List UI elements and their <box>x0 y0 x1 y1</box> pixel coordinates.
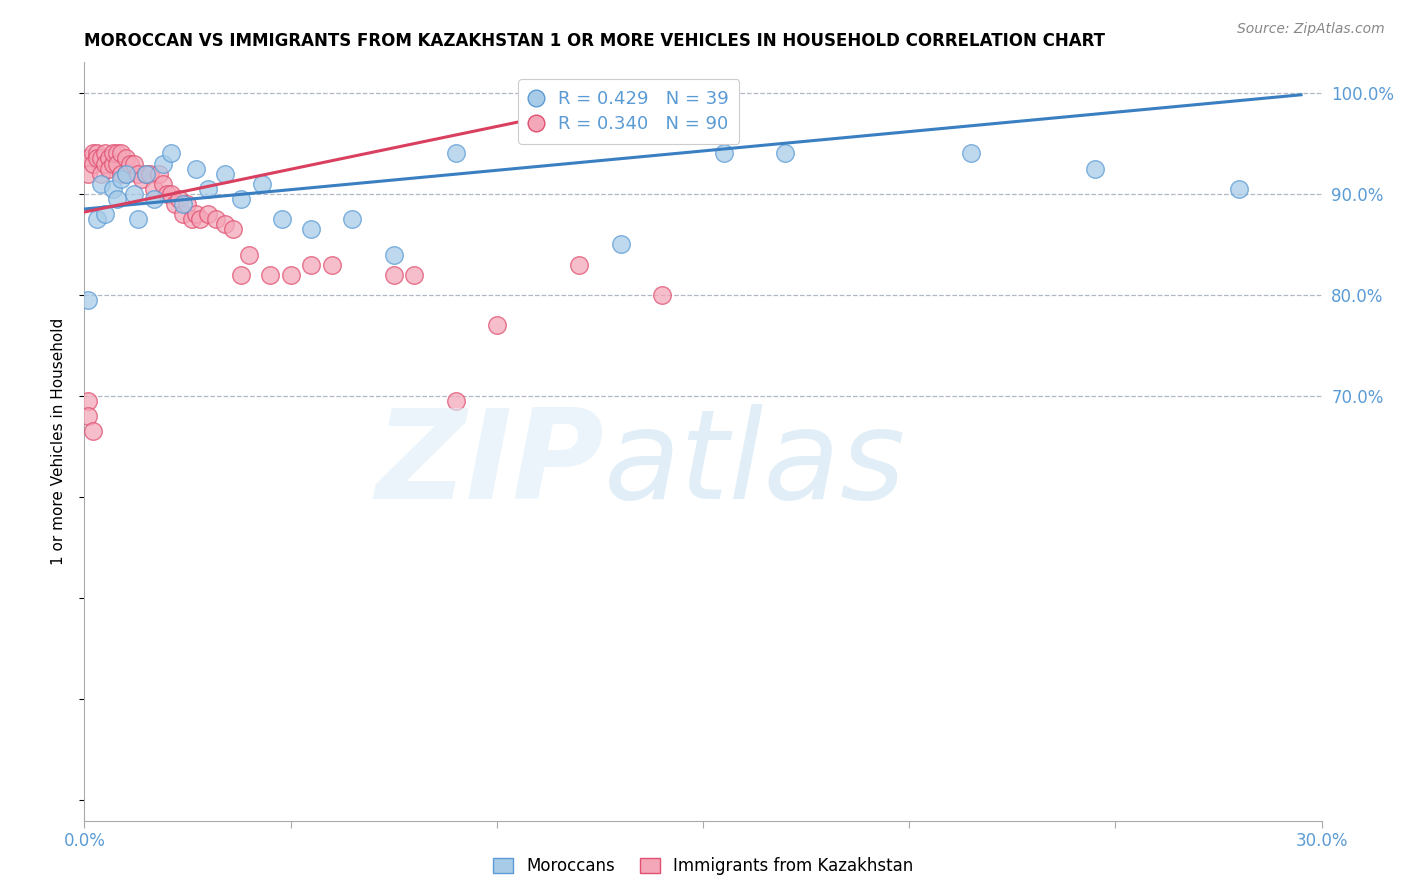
Point <box>214 167 236 181</box>
Point <box>103 156 125 170</box>
Point <box>131 171 153 186</box>
Point <box>90 152 112 166</box>
Point <box>135 167 157 181</box>
Point <box>94 156 117 170</box>
Text: ZIP: ZIP <box>375 404 605 524</box>
Point <box>139 167 162 181</box>
Point <box>77 394 100 409</box>
Point <box>160 186 183 201</box>
Point <box>90 167 112 181</box>
Point <box>105 146 128 161</box>
Point <box>229 268 252 282</box>
Point <box>960 146 983 161</box>
Point <box>94 146 117 161</box>
Point <box>77 167 100 181</box>
Point <box>485 318 508 333</box>
Point <box>214 217 236 231</box>
Point <box>103 146 125 161</box>
Point <box>114 167 136 181</box>
Point <box>135 167 157 181</box>
Text: Source: ZipAtlas.com: Source: ZipAtlas.com <box>1237 22 1385 37</box>
Y-axis label: 1 or more Vehicles in Household: 1 or more Vehicles in Household <box>51 318 66 566</box>
Point <box>122 186 145 201</box>
Point <box>382 268 405 282</box>
Point <box>86 212 108 227</box>
Point <box>77 293 100 307</box>
Point <box>197 207 219 221</box>
Point <box>250 177 273 191</box>
Point <box>110 167 132 181</box>
Point <box>77 152 100 166</box>
Point <box>110 171 132 186</box>
Point <box>229 192 252 206</box>
Legend: R = 0.429   N = 39, R = 0.340   N = 90: R = 0.429 N = 39, R = 0.340 N = 90 <box>517 79 740 144</box>
Point <box>165 197 187 211</box>
Point <box>82 146 104 161</box>
Point <box>172 197 194 211</box>
Point <box>1084 161 1107 176</box>
Point <box>299 258 322 272</box>
Text: atlas: atlas <box>605 404 905 524</box>
Point <box>90 177 112 191</box>
Point <box>105 192 128 206</box>
Point <box>110 146 132 161</box>
Point <box>280 268 302 282</box>
Legend: Moroccans, Immigrants from Kazakhstan: Moroccans, Immigrants from Kazakhstan <box>484 849 922 884</box>
Point <box>713 146 735 161</box>
Point <box>609 237 631 252</box>
Text: MOROCCAN VS IMMIGRANTS FROM KAZAKHSTAN 1 OR MORE VEHICLES IN HOUSEHOLD CORRELATI: MOROCCAN VS IMMIGRANTS FROM KAZAKHSTAN 1… <box>84 32 1105 50</box>
Point <box>1227 182 1250 196</box>
Point <box>205 212 228 227</box>
Point <box>94 207 117 221</box>
Point <box>118 156 141 170</box>
Point <box>404 268 426 282</box>
Point <box>160 146 183 161</box>
Point <box>238 247 260 261</box>
Point <box>222 222 245 236</box>
Point <box>105 156 128 170</box>
Point <box>444 146 467 161</box>
Point <box>172 207 194 221</box>
Point <box>342 212 364 227</box>
Point <box>82 425 104 439</box>
Point <box>152 156 174 170</box>
Point <box>114 167 136 181</box>
Point <box>86 146 108 161</box>
Point <box>568 258 591 272</box>
Point <box>184 161 207 176</box>
Point <box>197 182 219 196</box>
Point <box>98 152 121 166</box>
Point <box>382 247 405 261</box>
Point <box>156 186 179 201</box>
Point <box>184 207 207 221</box>
Point <box>259 268 281 282</box>
Point <box>167 192 190 206</box>
Point <box>122 156 145 170</box>
Point <box>148 167 170 181</box>
Point <box>77 409 100 424</box>
Point <box>86 152 108 166</box>
Point <box>176 197 198 211</box>
Point <box>188 212 211 227</box>
Point <box>103 182 125 196</box>
Point <box>180 212 202 227</box>
Point <box>143 192 166 206</box>
Point <box>152 177 174 191</box>
Point <box>444 394 467 409</box>
Point <box>127 212 149 227</box>
Point <box>271 212 294 227</box>
Point <box>299 222 322 236</box>
Point <box>775 146 797 161</box>
Point <box>321 258 343 272</box>
Point <box>127 167 149 181</box>
Point <box>82 156 104 170</box>
Point <box>114 152 136 166</box>
Point <box>143 182 166 196</box>
Point <box>98 161 121 176</box>
Point <box>651 288 673 302</box>
